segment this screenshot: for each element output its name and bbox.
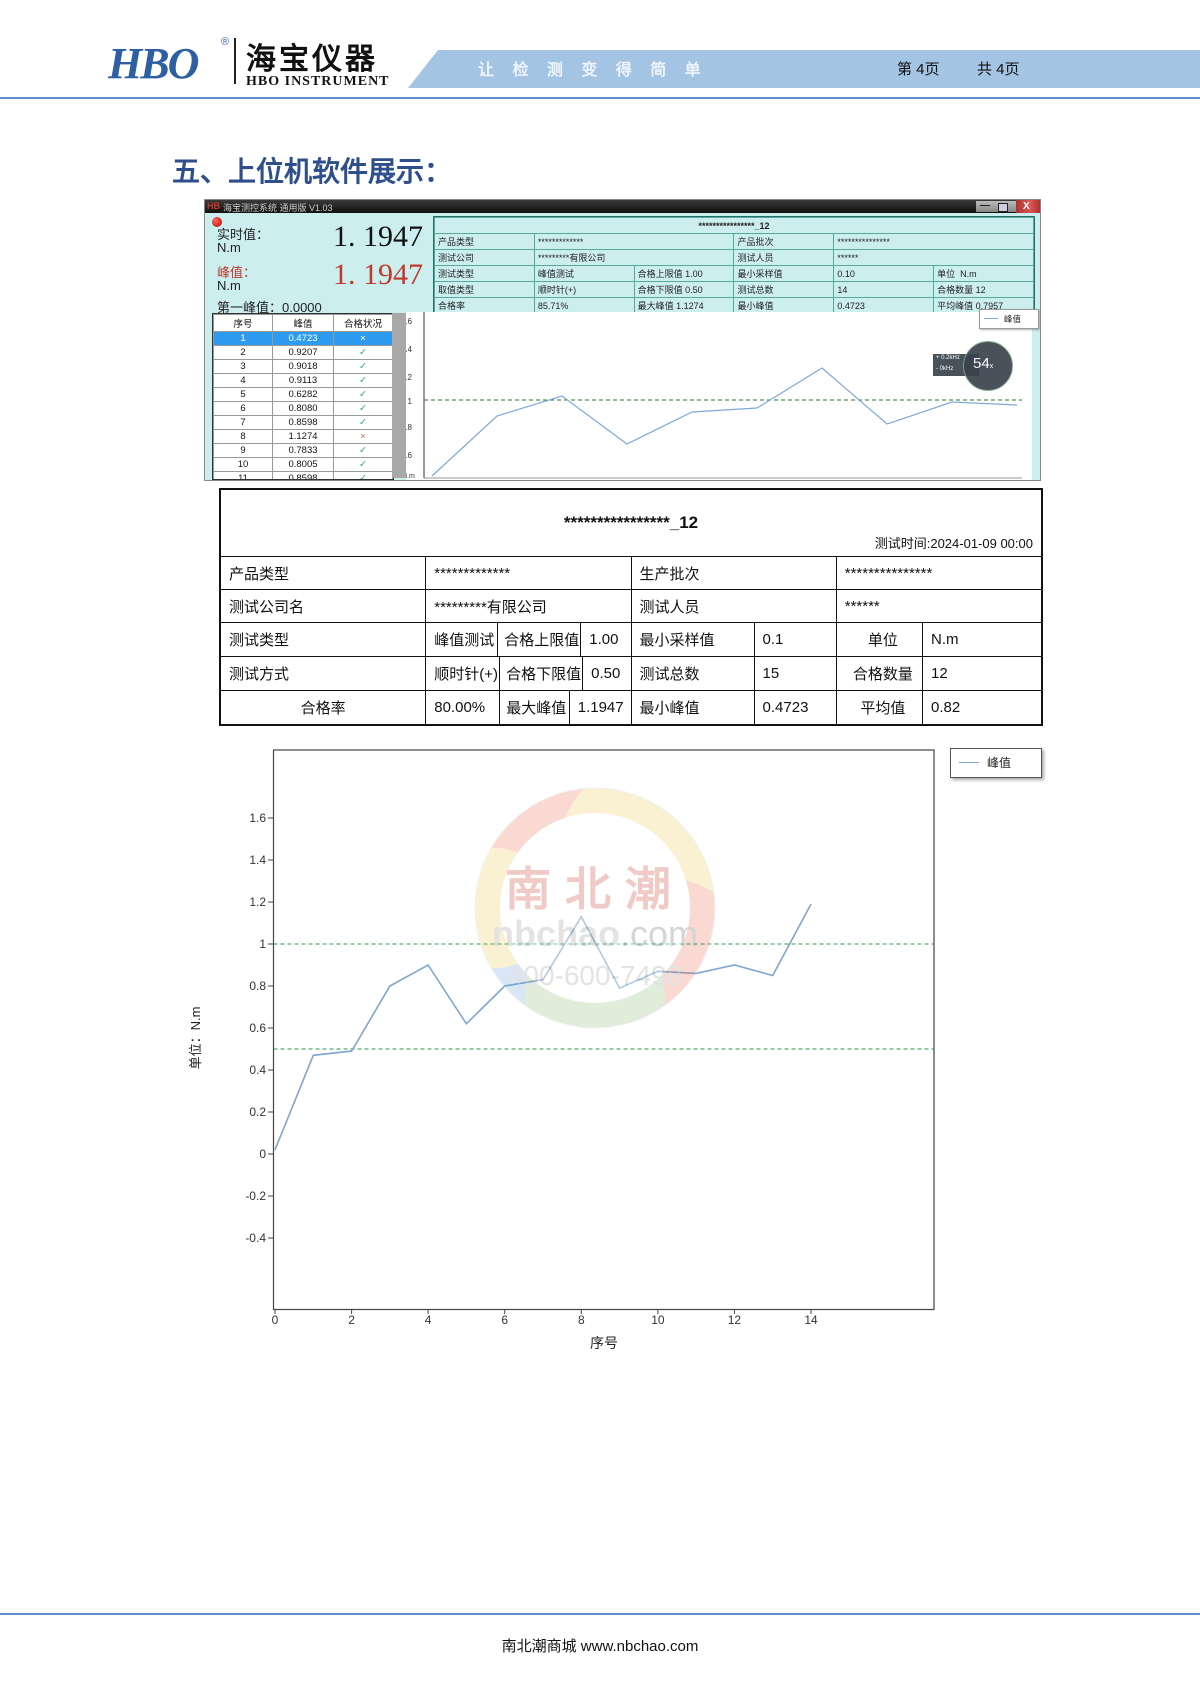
svg-text:序号: 序号 xyxy=(590,1335,618,1351)
svg-text:6: 6 xyxy=(501,1313,508,1327)
svg-text:10: 10 xyxy=(651,1313,665,1327)
svg-text:1.2: 1.2 xyxy=(406,373,413,382)
svg-text:0.2: 0.2 xyxy=(249,1105,266,1119)
svg-text:-0.4: -0.4 xyxy=(245,1231,266,1245)
svg-text:1.4: 1.4 xyxy=(249,853,266,867)
svg-text:12: 12 xyxy=(728,1313,742,1327)
svg-text:1: 1 xyxy=(259,937,266,951)
svg-text:-0.2: -0.2 xyxy=(245,1189,266,1203)
svg-text:4: 4 xyxy=(425,1313,432,1327)
svg-text:8: 8 xyxy=(578,1313,585,1327)
svg-text:单位：N.m: 单位：N.m xyxy=(188,1007,203,1070)
svg-text:14: 14 xyxy=(804,1313,818,1327)
svg-text:0.6: 0.6 xyxy=(249,1021,266,1035)
svg-text:0: 0 xyxy=(259,1147,266,1161)
svg-text:1.6: 1.6 xyxy=(406,317,413,326)
svg-text:1.6: 1.6 xyxy=(249,811,266,825)
svg-text:N.m: N.m xyxy=(406,473,415,480)
svg-text:HBO: HBO xyxy=(108,39,199,88)
svg-text:0.4: 0.4 xyxy=(249,1063,266,1077)
svg-text:1.4: 1.4 xyxy=(406,345,413,354)
svg-text:1.2: 1.2 xyxy=(249,895,266,909)
svg-text:0.8: 0.8 xyxy=(406,423,413,432)
svg-text:1: 1 xyxy=(408,397,413,406)
svg-text:0.8: 0.8 xyxy=(249,979,266,993)
svg-text:0.6: 0.6 xyxy=(406,451,413,460)
svg-text:0: 0 xyxy=(272,1313,279,1327)
svg-text:2: 2 xyxy=(348,1313,355,1327)
